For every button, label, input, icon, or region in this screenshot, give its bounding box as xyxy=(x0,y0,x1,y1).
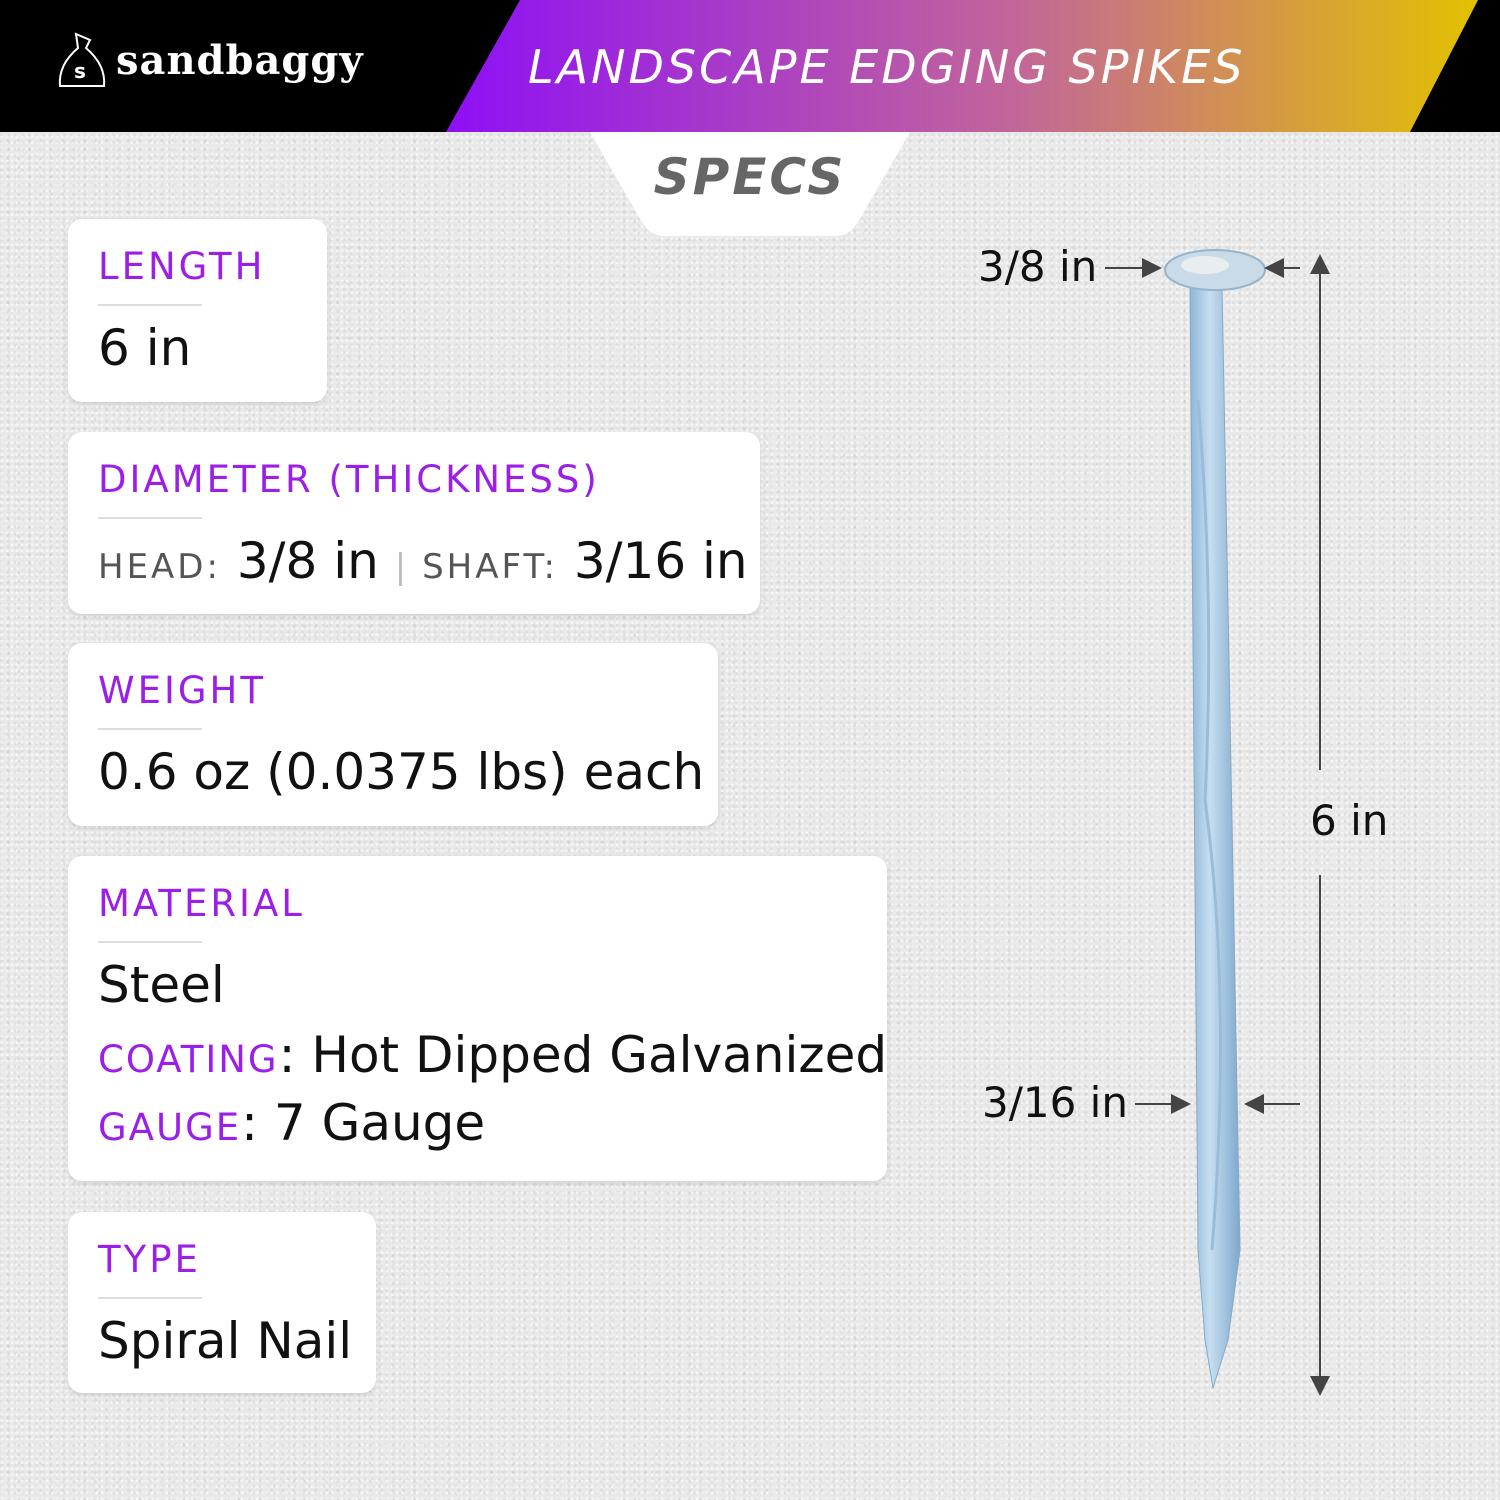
separator: | xyxy=(394,547,407,587)
type-value: Spiral Nail xyxy=(98,1312,353,1370)
material-label: MATERIAL xyxy=(98,882,305,925)
coating-value: : Hot Dipped Galvanized xyxy=(278,1026,888,1084)
diameter-values: HEAD: 3/8 in | SHAFT: 3/16 in xyxy=(98,532,748,590)
gauge-label: GAUGE xyxy=(98,1106,242,1149)
type-card: TYPE Spiral Nail xyxy=(68,1212,376,1393)
header-bar: s sandbaggy LANDSCAPE EDGING SPIKES xyxy=(0,0,1500,132)
divider xyxy=(98,1297,202,1299)
weight-card: WEIGHT 0.6 oz (0.0375 lbs) each xyxy=(68,643,718,826)
head-dimension-label: 3/8 in xyxy=(978,242,1098,291)
diameter-label: DIAMETER (THICKNESS) xyxy=(98,458,600,501)
head-label: HEAD: xyxy=(98,547,221,587)
length-dimension-label: 6 in xyxy=(1310,796,1389,845)
title-banner xyxy=(446,0,1478,132)
specs-tab-shape xyxy=(590,132,910,236)
length-card: LENGTH 6 in xyxy=(68,219,327,402)
divider xyxy=(98,728,202,730)
coating-label: COATING xyxy=(98,1038,279,1081)
material-card: MATERIAL Steel COATING: Hot Dipped Galva… xyxy=(68,856,887,1181)
type-label: TYPE xyxy=(98,1238,201,1281)
coating-row: COATING: Hot Dipped Galvanized xyxy=(98,1026,887,1084)
diameter-card: DIAMETER (THICKNESS) HEAD: 3/8 in | SHAF… xyxy=(68,432,760,614)
svg-text:s: s xyxy=(74,59,86,83)
brand-name: sandbaggy xyxy=(116,36,364,84)
divider xyxy=(98,517,202,519)
weight-value: 0.6 oz (0.0375 lbs) each xyxy=(98,743,705,801)
length-value: 6 in xyxy=(98,319,192,377)
page-title: LANDSCAPE EDGING SPIKES xyxy=(528,40,1246,94)
gauge-row: GAUGE: 7 Gauge xyxy=(98,1094,485,1152)
specs-tab: SPECS xyxy=(653,148,847,206)
gauge-value: : 7 Gauge xyxy=(241,1094,486,1152)
head-value: 3/8 in xyxy=(236,532,379,590)
length-label: LENGTH xyxy=(98,245,266,288)
sandbag-icon: s xyxy=(58,32,106,87)
nail-image xyxy=(1164,249,1266,1389)
divider xyxy=(98,304,202,306)
divider xyxy=(98,941,202,943)
shaft-value: 3/16 in xyxy=(573,532,748,590)
shaft-label: SHAFT: xyxy=(422,547,558,587)
material-value: Steel xyxy=(98,956,225,1014)
weight-label: WEIGHT xyxy=(98,669,266,712)
brand-logo: s sandbaggy xyxy=(56,30,364,90)
shaft-dimension-label: 3/16 in xyxy=(982,1078,1128,1127)
